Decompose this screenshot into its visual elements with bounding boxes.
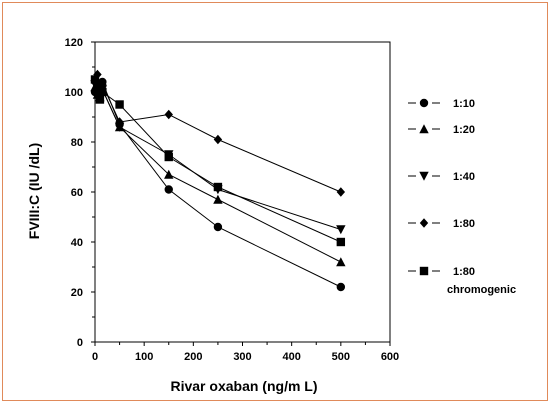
legend-marker [419,98,429,108]
legend-label: 1:40 [453,171,475,183]
x-tick-label: 600 [381,351,399,363]
series-layer [90,69,346,292]
legend-marker [419,218,429,228]
data-point [336,282,346,292]
plot-frame [94,41,391,343]
series-5 [90,75,346,247]
figure-frame [2,2,548,401]
y-tick-label: 60 [71,187,83,199]
data-point [93,69,102,80]
series-line [94,84,341,230]
y-tick-label: 0 [77,337,83,349]
series-line [94,74,341,193]
x-tick-label: 200 [184,351,202,363]
data-point [164,109,173,120]
data-point [114,122,125,132]
legend-label-line2: chromogenic [447,284,516,296]
x-tick-label: 400 [282,351,300,363]
legend-marker [419,171,429,181]
legend: 1:10 1:20 1:40 1:80 1:80 chromogenic [408,98,516,296]
data-point [213,134,223,145]
data-point [90,75,100,84]
data-point [98,87,107,97]
series-line [94,86,342,263]
data-point [336,257,346,267]
series-2 [90,82,346,267]
legend-marker [419,266,429,276]
legend-marker [419,124,429,134]
plot-area [94,41,391,343]
y-tick-label: 80 [71,137,83,149]
y-tick-label: 20 [71,287,83,299]
data-point [336,225,346,235]
x-tick-label: 300 [233,351,251,363]
data-point [95,95,105,104]
x-tick-label: 500 [332,351,350,363]
data-point [213,222,223,232]
x-tick-label: 100 [135,351,153,363]
legend-item-1: 1:10 [408,98,475,110]
legend-item-3: 1:40 [408,171,475,183]
legend-label: 1:20 [453,124,475,136]
legend-label: 1:80 [453,218,475,230]
series-3 [90,80,346,235]
y-axis-ticks: 0 20 40 60 80 100 120 [65,37,95,349]
data-point [164,185,173,194]
data-point [213,194,223,204]
data-point [115,117,124,127]
x-axis-label: Rivar oxaban (ng/m L) [170,378,317,394]
data-point [213,182,223,192]
legend-label: 1:80 [453,266,475,278]
series-4 [90,69,346,197]
legend-item-4: 1:80 [408,218,475,230]
legend-item-2: 1:20 [408,124,475,136]
y-tick-label: 120 [65,37,83,49]
data-point [336,187,346,197]
data-point [164,169,174,179]
data-point [93,82,102,92]
y-tick-label: 100 [65,87,83,99]
y-axis-label: FVIII:C (IU /dL) [26,143,42,239]
x-axis-ticks: 0 100 200 300 400 500 600 [92,342,399,363]
y-tick-label: 40 [71,237,83,249]
x-tick-label: 0 [92,351,98,363]
data-point [336,237,346,247]
legend-item-5: 1:80 chromogenic [408,266,516,296]
data-point [115,100,124,109]
legend-label: 1:10 [453,98,475,110]
data-point [164,152,173,162]
